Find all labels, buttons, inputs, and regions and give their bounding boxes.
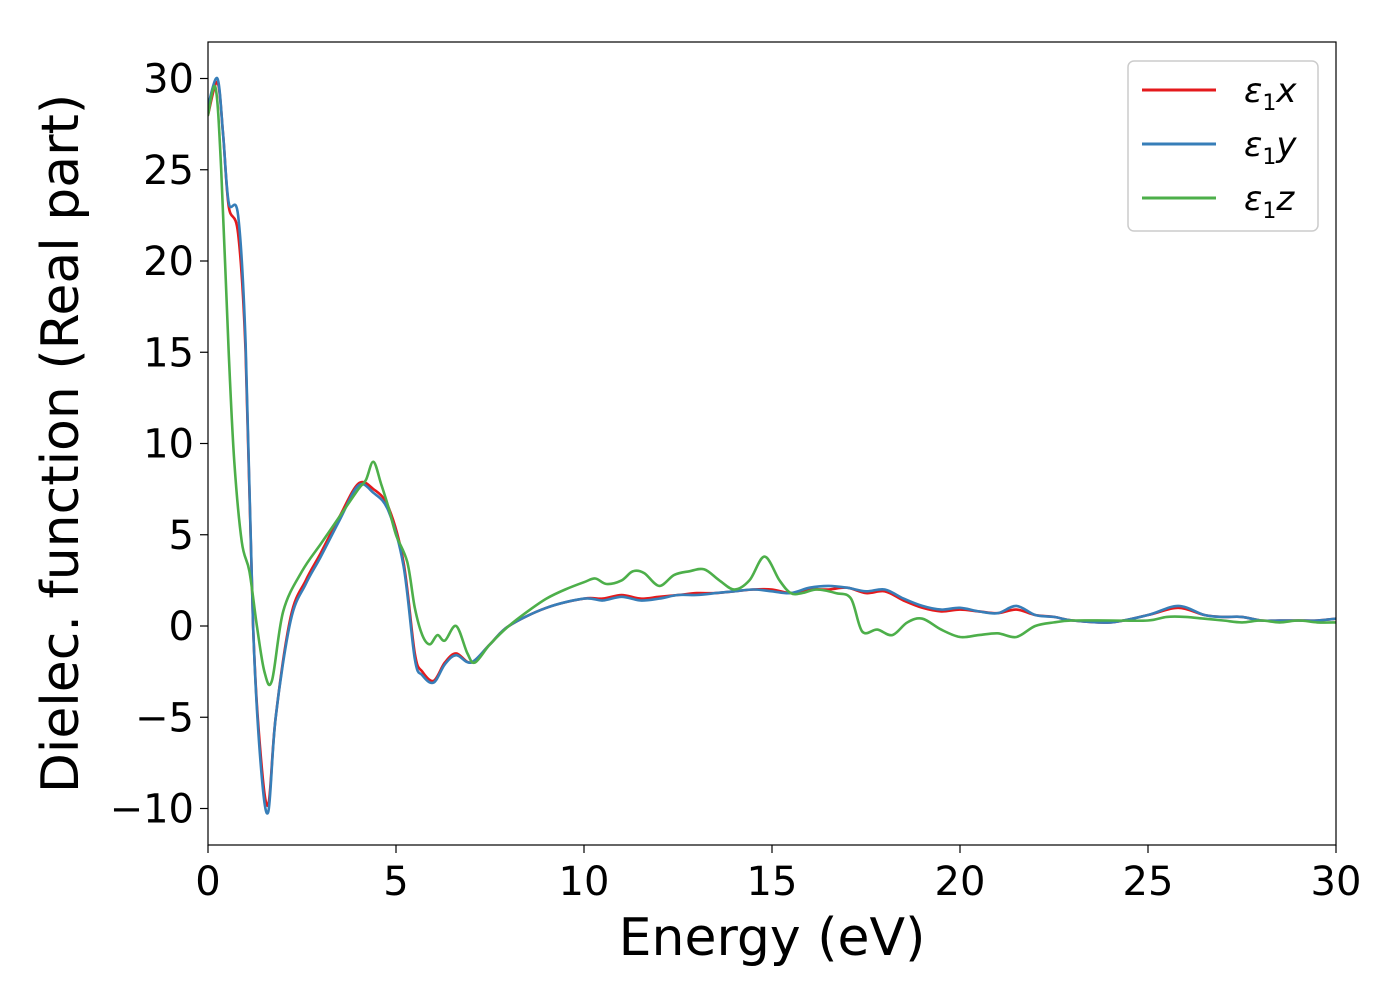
legend-box: [1127, 60, 1319, 232]
legend-label: ε1z: [1244, 179, 1295, 224]
y-tick-label: 5: [169, 513, 194, 559]
x-tick-label: 15: [747, 859, 798, 905]
y-tick-label: −5: [135, 695, 194, 741]
series-line-z: [208, 84, 1336, 687]
legend-items: ε1x ε1y ε1z: [1142, 71, 1297, 224]
x-tick-label: 20: [935, 859, 986, 905]
series-layer: [208, 76, 1336, 815]
legend-item-y: ε1y: [1142, 125, 1297, 170]
legend-label: ε1x: [1244, 71, 1297, 116]
x-tick-label: 25: [1123, 859, 1174, 905]
x-axis-ticks: 0 5 10 15 20 25 30: [195, 845, 1361, 905]
y-tick-label: 10: [143, 422, 194, 468]
legend-item-x: ε1x: [1142, 71, 1297, 116]
x-tick-label: 5: [383, 859, 408, 905]
y-axis-label: Dielec. function (Real part): [31, 94, 91, 793]
y-tick-label: 0: [169, 604, 194, 650]
y-tick-label: 15: [143, 330, 194, 376]
y-axis-ticks: −10 −5 0 5 10 15 20 25 30: [110, 57, 208, 833]
y-tick-label: −10: [110, 787, 194, 833]
x-tick-label: 30: [1311, 859, 1362, 905]
x-axis-label: Energy (eV): [619, 908, 926, 968]
legend-item-z: ε1z: [1142, 179, 1295, 224]
y-tick-label: 20: [143, 239, 194, 285]
legend: ε1x ε1y ε1z: [1127, 60, 1319, 232]
x-tick-label: 10: [559, 859, 610, 905]
y-tick-label: 25: [143, 148, 194, 194]
x-tick-label: 0: [195, 859, 220, 905]
y-tick-label: 30: [143, 57, 194, 103]
legend-label: ε1y: [1244, 125, 1297, 170]
